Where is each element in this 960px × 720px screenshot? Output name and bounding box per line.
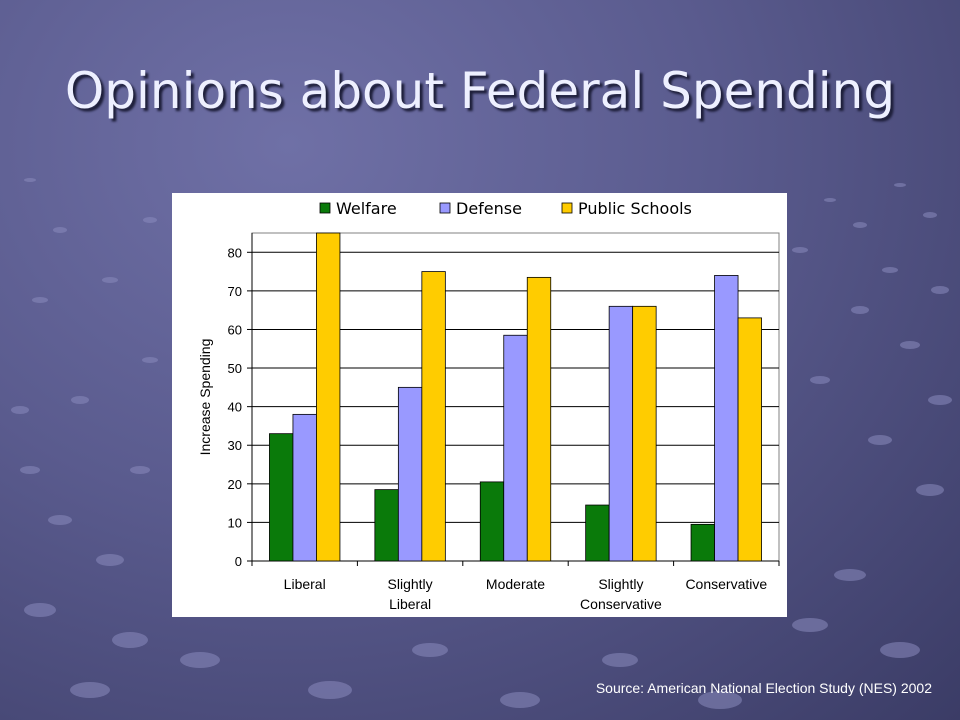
legend-swatch	[319, 202, 331, 214]
x-tick-label: Moderate	[486, 576, 545, 592]
bar	[608, 305, 634, 562]
bar	[374, 489, 399, 562]
bar	[690, 523, 715, 562]
slide-title: Opinions about Federal Spending	[64, 62, 896, 120]
x-tick-label: Conservative	[685, 576, 767, 592]
bar	[632, 305, 657, 562]
chart-panel: 0 10 20 30 40 50 60 70 80 Increase Spending Libera…	[172, 193, 787, 617]
bar	[737, 317, 762, 562]
x-tick-label: Slightly	[598, 576, 643, 592]
bar-chart: 0 10 20 30 40 50 60 70 80 Increase Spending Libera…	[197, 199, 780, 612]
y-tick-label: 20	[228, 477, 242, 492]
source-note: Source: American National Election Study…	[595, 680, 932, 696]
bar	[585, 504, 610, 562]
bar	[316, 232, 341, 562]
y-tick-label: 70	[228, 284, 242, 299]
legend-swatch	[561, 202, 573, 214]
legend-label: Welfare	[336, 199, 397, 218]
y-tick-label: 0	[235, 554, 242, 569]
legend-label: Defense	[456, 199, 522, 218]
y-axis-label: Increase Spending	[197, 339, 213, 456]
bar	[397, 386, 423, 562]
y-tick-label: 80	[228, 245, 242, 260]
y-tick-label: 10	[228, 515, 242, 530]
y-tick-label: 50	[228, 361, 242, 376]
bar	[479, 481, 505, 562]
bar	[503, 334, 528, 562]
legend-label: Public Schools	[578, 199, 692, 218]
y-tick-label: 30	[228, 438, 242, 453]
x-tick-label: Liberal	[389, 596, 431, 612]
y-tick-label: 40	[228, 400, 242, 415]
bar	[714, 275, 739, 562]
x-tick-label: Slightly	[388, 576, 433, 592]
bar	[526, 276, 552, 562]
legend-swatch	[439, 202, 451, 214]
bar	[269, 433, 294, 562]
x-tick-label: Liberal	[284, 576, 326, 592]
bar	[421, 271, 446, 562]
x-tick-label: Conservative	[580, 596, 662, 612]
bar	[292, 413, 317, 562]
y-tick-label: 60	[228, 322, 242, 337]
